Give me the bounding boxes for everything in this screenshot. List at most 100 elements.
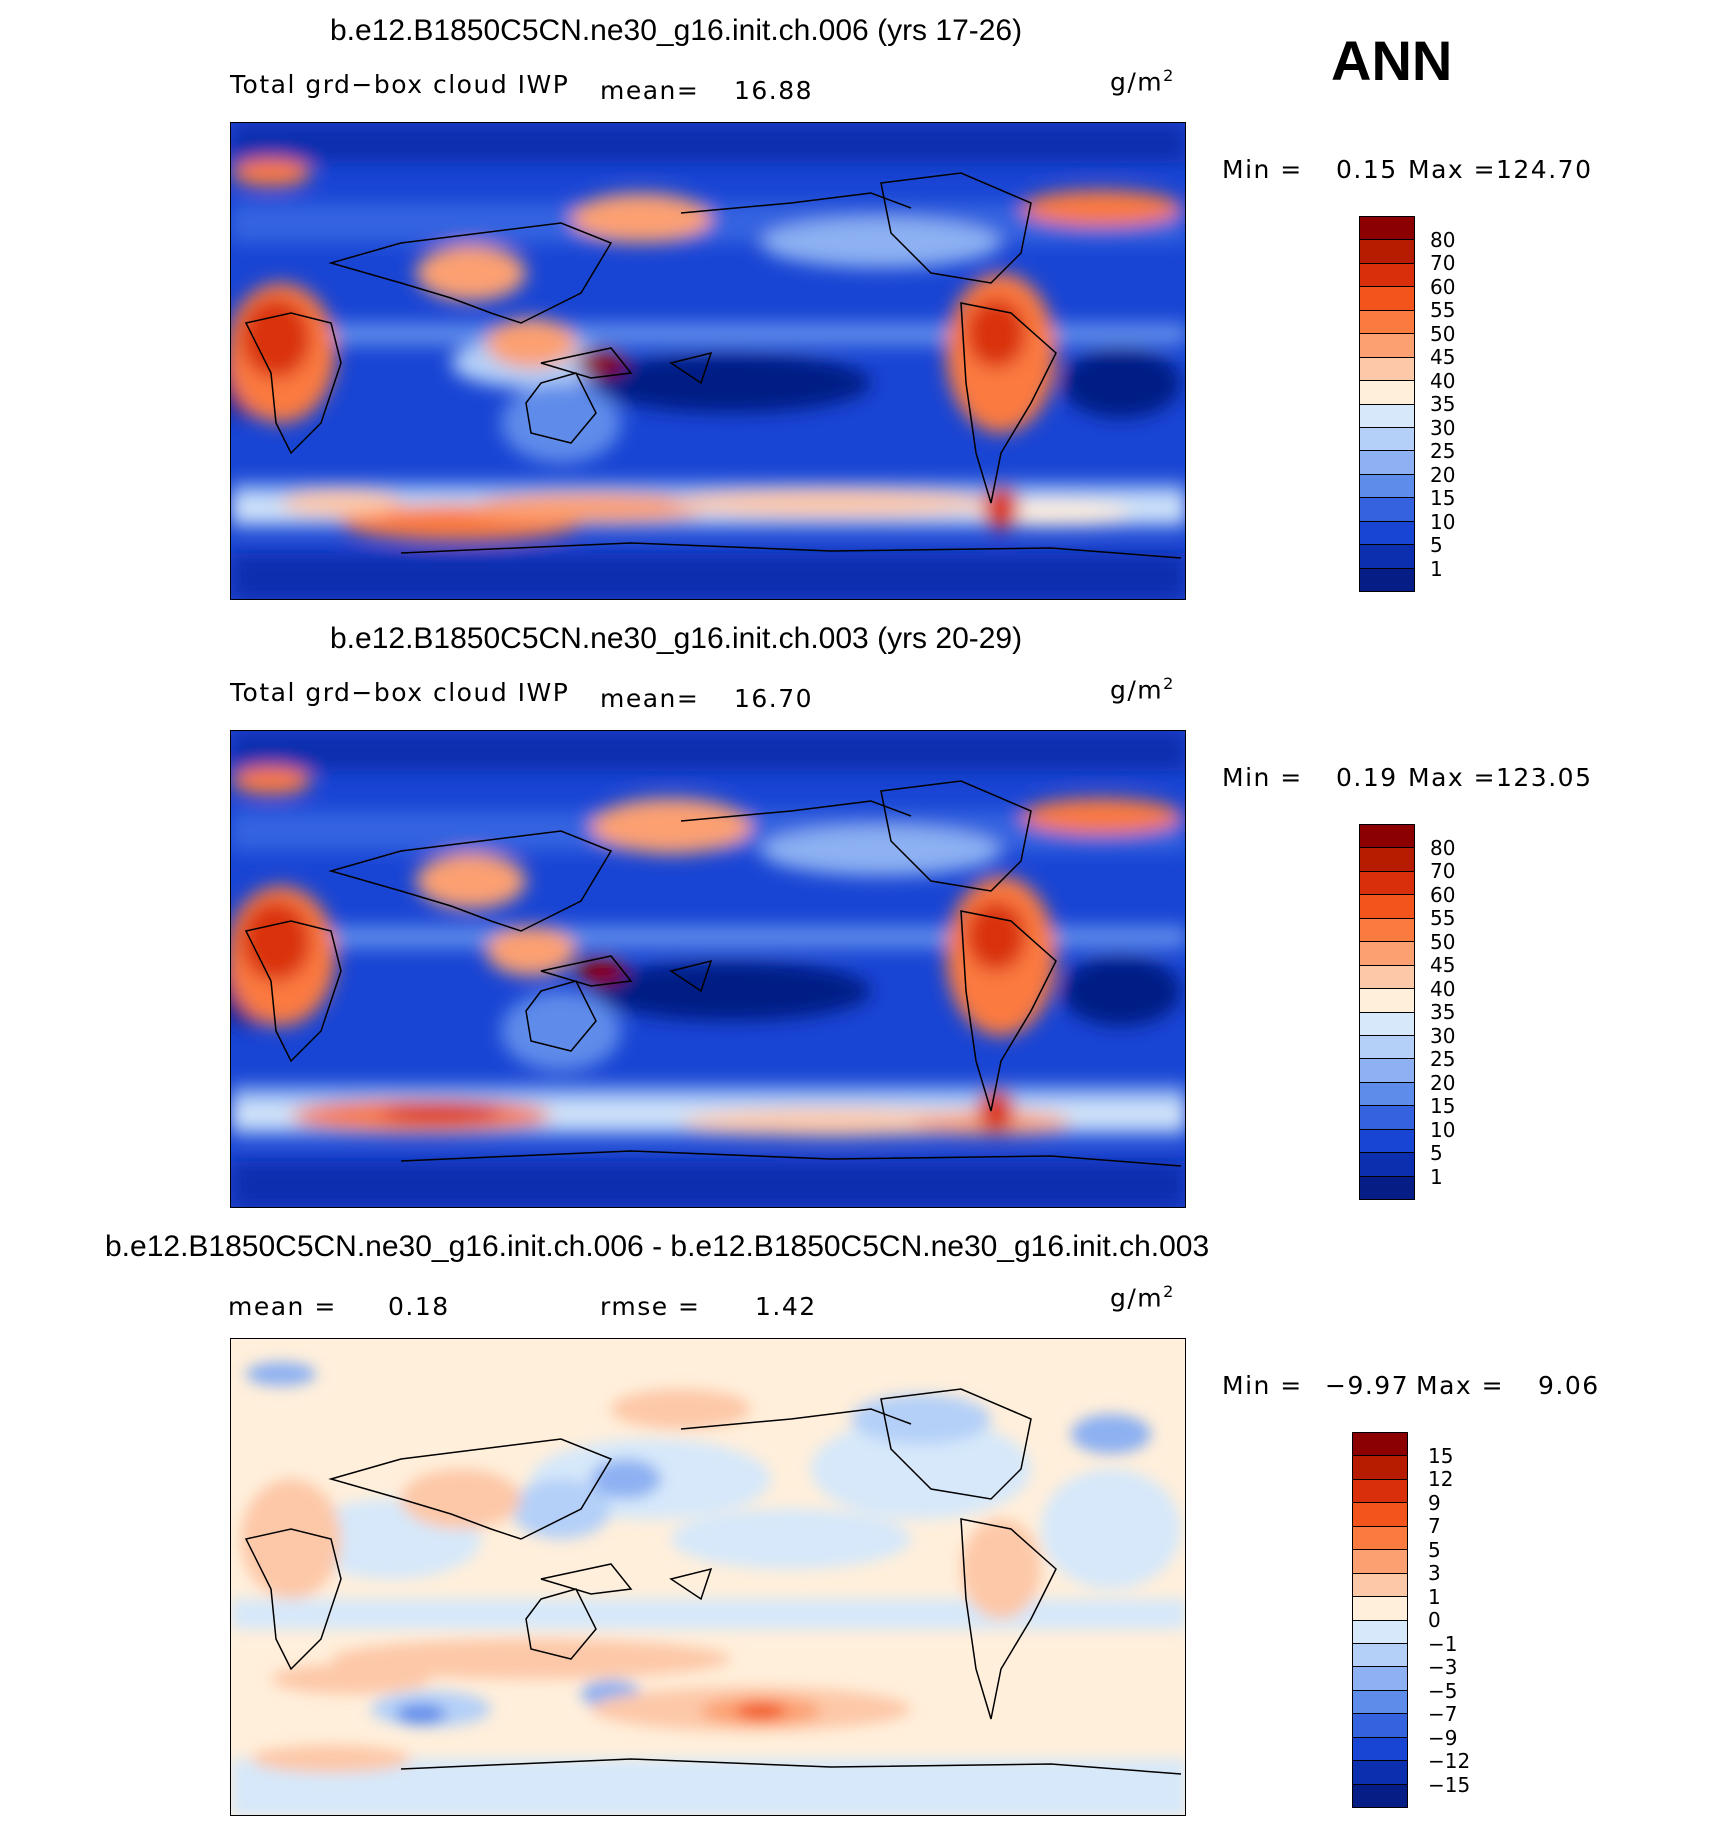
colorbar-swatch-0 (1360, 825, 1414, 849)
colorbar-tick-label: 1 (1430, 556, 1443, 581)
colorbar-swatch-13 (1360, 521, 1414, 546)
panel3-mean-label: mean = (228, 1292, 337, 1321)
panel2-coastlines (244, 780, 1182, 1167)
colorbar-swatch-1 (1360, 240, 1414, 264)
panel1-mean-value: 16.88 (734, 76, 814, 105)
panel1-title: b.e12.B1850C5CN.ne30_g16.init.ch.006 (yr… (330, 14, 1023, 47)
colorbar-tick-label: 20 (1430, 462, 1456, 487)
colorbar-swatch-2 (1360, 871, 1414, 896)
panel1-max-label: Max = (1408, 155, 1497, 184)
colorbar-tick-label: 25 (1430, 1047, 1456, 1071)
panel1-coastlines (244, 172, 1182, 559)
panel3-units: g/m2 (1110, 1282, 1175, 1313)
colorbar-swatch-4 (1360, 918, 1414, 943)
colorbar-swatch-11 (1353, 1690, 1407, 1715)
colorbar-swatch-9 (1360, 1035, 1414, 1060)
colorbar-swatch-15 (1360, 1176, 1414, 1199)
colorbar-swatch-4 (1360, 310, 1414, 335)
panel1-min-label: Min = (1222, 155, 1303, 184)
colorbar-tick-label: 50 (1430, 929, 1456, 954)
panel2-units: g/m2 (1110, 674, 1175, 705)
colorbar-swatch-13 (1353, 1737, 1407, 1762)
colorbar-tick-label: −12 (1428, 1749, 1471, 1773)
colorbar-swatch-13 (1360, 1129, 1414, 1154)
panel2-map (230, 730, 1186, 1208)
panel1-map (230, 122, 1186, 600)
colorbar-swatch-2 (1353, 1479, 1407, 1504)
colorbar-tick-label: 70 (1430, 251, 1456, 275)
colorbar-swatch-4 (1353, 1526, 1407, 1551)
colorbar-tick-label: 15 (1430, 1094, 1456, 1118)
colorbar-swatch-0 (1353, 1433, 1407, 1457)
colorbar-swatch-12 (1360, 1106, 1414, 1130)
panel2-colorbar (1359, 824, 1415, 1200)
panel3-colorbar-labels: 15 12 9 7 5 3 1 0 −1 −3 −5 −7 −9 −12 −15 (1428, 1432, 1478, 1808)
colorbar-tick-label: 45 (1430, 953, 1456, 977)
colorbar-swatch-1 (1353, 1456, 1407, 1480)
panel1-map-field (231, 123, 1185, 599)
colorbar-swatch-8 (1360, 404, 1414, 428)
colorbar-swatch-9 (1353, 1643, 1407, 1668)
panel3-max-label: Max = (1416, 1371, 1505, 1400)
panel2-max-label: Max = (1408, 763, 1497, 792)
panel3-title: b.e12.B1850C5CN.ne30_g16.init.ch.006 - b… (105, 1230, 1210, 1263)
panel1-max-value: 124.70 (1496, 155, 1593, 184)
colorbar-tick-label: 55 (1430, 906, 1456, 930)
colorbar-tick-label: 5 (1428, 1537, 1441, 1562)
colorbar-tick-label: 60 (1430, 882, 1456, 907)
colorbar-swatch-8 (1360, 1012, 1414, 1036)
colorbar-tick-label: 35 (1430, 392, 1456, 416)
colorbar-tick-label: 80 (1430, 835, 1456, 860)
colorbar-tick-label: 15 (1428, 1443, 1454, 1468)
panel3-coastlines (244, 1388, 1182, 1775)
colorbar-swatch-12 (1360, 498, 1414, 522)
colorbar-tick-label: 10 (1430, 1117, 1456, 1142)
colorbar-swatch-15 (1353, 1784, 1407, 1807)
colorbar-swatch-14 (1360, 1153, 1414, 1177)
colorbar-swatch-2 (1360, 263, 1414, 288)
colorbar-swatch-11 (1360, 1082, 1414, 1107)
colorbar-swatch-7 (1353, 1597, 1407, 1621)
panel3-map (230, 1338, 1186, 1816)
colorbar-tick-label: 15 (1430, 486, 1456, 510)
colorbar-swatch-3 (1360, 287, 1414, 311)
colorbar-swatch-7 (1360, 989, 1414, 1013)
colorbar-tick-label: 25 (1430, 439, 1456, 463)
panel2-max-value: 123.05 (1496, 763, 1593, 792)
colorbar-tick-label: −5 (1428, 1678, 1458, 1703)
colorbar-tick-label: 1 (1428, 1584, 1441, 1609)
colorbar-tick-label: 3 (1428, 1561, 1441, 1585)
colorbar-tick-label: 1 (1430, 1164, 1443, 1189)
panel3-mean-value: 0.18 (388, 1292, 450, 1321)
colorbar-swatch-0 (1360, 217, 1414, 241)
colorbar-tick-label: −1 (1428, 1631, 1458, 1656)
colorbar-tick-label: 50 (1430, 321, 1456, 346)
colorbar-tick-label: 7 (1428, 1514, 1441, 1538)
colorbar-tick-label: 45 (1430, 345, 1456, 369)
colorbar-tick-label: 55 (1430, 298, 1456, 322)
panel1-colorbar (1359, 216, 1415, 592)
panel2-title: b.e12.B1850C5CN.ne30_g16.init.ch.003 (yr… (330, 622, 1023, 655)
panel2-map-field (231, 731, 1185, 1207)
colorbar-tick-label: 35 (1430, 1000, 1456, 1024)
panel3-rmse-value: 1.42 (755, 1292, 817, 1321)
colorbar-tick-label: 20 (1430, 1070, 1456, 1095)
panel3-colorbar (1352, 1432, 1408, 1808)
colorbar-swatch-10 (1353, 1667, 1407, 1691)
colorbar-swatch-6 (1360, 965, 1414, 990)
panel2-mean-value: 16.70 (734, 684, 814, 713)
colorbar-tick-label: 30 (1430, 415, 1456, 440)
colorbar-swatch-5 (1360, 334, 1414, 358)
colorbar-swatch-1 (1360, 848, 1414, 872)
colorbar-tick-label: −15 (1428, 1772, 1471, 1797)
panel2-variable: Total grd−box cloud IWP (230, 678, 570, 707)
colorbar-swatch-9 (1360, 427, 1414, 452)
season-label: ANN (1331, 29, 1453, 92)
colorbar-swatch-11 (1360, 474, 1414, 499)
colorbar-swatch-5 (1360, 942, 1414, 966)
colorbar-swatch-6 (1360, 357, 1414, 382)
colorbar-swatch-15 (1360, 568, 1414, 591)
colorbar-tick-label: 30 (1430, 1023, 1456, 1048)
panel1-mean-label: mean= (600, 76, 700, 105)
colorbar-tick-label: 12 (1428, 1467, 1454, 1491)
